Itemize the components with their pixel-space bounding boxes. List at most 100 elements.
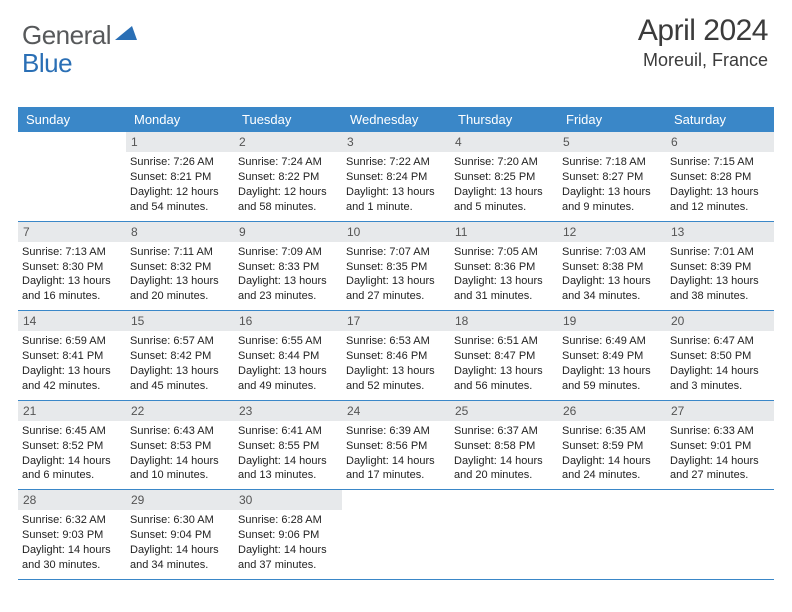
day-number: 7 [18, 222, 126, 242]
sunset-text: Sunset: 9:06 PM [238, 528, 338, 543]
day-number: 13 [666, 222, 774, 242]
sunset-text: Sunset: 8:33 PM [238, 260, 338, 275]
daylight-text: Daylight: 13 hours and 59 minutes. [562, 364, 662, 394]
sunrise-text: Sunrise: 6:43 AM [130, 424, 230, 439]
daylight-text: Daylight: 13 hours and 38 minutes. [670, 274, 770, 304]
sunset-text: Sunset: 8:28 PM [670, 170, 770, 185]
daylight-text: Daylight: 13 hours and 31 minutes. [454, 274, 554, 304]
day-cell: 19Sunrise: 6:49 AMSunset: 8:49 PMDayligh… [558, 311, 666, 400]
sunset-text: Sunset: 8:38 PM [562, 260, 662, 275]
sunrise-text: Sunrise: 7:26 AM [130, 155, 230, 170]
day-number: 5 [558, 132, 666, 152]
day-cell: 12Sunrise: 7:03 AMSunset: 8:38 PMDayligh… [558, 222, 666, 311]
sunrise-text: Sunrise: 7:15 AM [670, 155, 770, 170]
weekday-header: Sunday [18, 107, 126, 132]
sunset-text: Sunset: 8:30 PM [22, 260, 122, 275]
day-cell-empty [558, 490, 666, 579]
daylight-text: Daylight: 12 hours and 58 minutes. [238, 185, 338, 215]
week-row: 28Sunrise: 6:32 AMSunset: 9:03 PMDayligh… [18, 490, 774, 580]
daylight-text: Daylight: 14 hours and 27 minutes. [670, 454, 770, 484]
sunset-text: Sunset: 9:04 PM [130, 528, 230, 543]
sunrise-text: Sunrise: 6:55 AM [238, 334, 338, 349]
sunset-text: Sunset: 8:39 PM [670, 260, 770, 275]
sunrise-text: Sunrise: 6:51 AM [454, 334, 554, 349]
week-row: 21Sunrise: 6:45 AMSunset: 8:52 PMDayligh… [18, 401, 774, 491]
sunset-text: Sunset: 8:50 PM [670, 349, 770, 364]
daylight-text: Daylight: 13 hours and 52 minutes. [346, 364, 446, 394]
day-number: 24 [342, 401, 450, 421]
sunrise-text: Sunrise: 7:03 AM [562, 245, 662, 260]
day-number: 18 [450, 311, 558, 331]
sunrise-text: Sunrise: 6:35 AM [562, 424, 662, 439]
sunrise-text: Sunrise: 6:39 AM [346, 424, 446, 439]
weekday-header: Wednesday [342, 107, 450, 132]
sunset-text: Sunset: 8:59 PM [562, 439, 662, 454]
day-cell: 5Sunrise: 7:18 AMSunset: 8:27 PMDaylight… [558, 132, 666, 221]
day-cell: 21Sunrise: 6:45 AMSunset: 8:52 PMDayligh… [18, 401, 126, 490]
sunset-text: Sunset: 8:24 PM [346, 170, 446, 185]
sunset-text: Sunset: 8:58 PM [454, 439, 554, 454]
day-cell: 24Sunrise: 6:39 AMSunset: 8:56 PMDayligh… [342, 401, 450, 490]
daylight-text: Daylight: 13 hours and 27 minutes. [346, 274, 446, 304]
day-number: 6 [666, 132, 774, 152]
sunset-text: Sunset: 8:49 PM [562, 349, 662, 364]
day-number: 16 [234, 311, 342, 331]
page-title: April 2024 [638, 14, 768, 48]
sunset-text: Sunset: 8:55 PM [238, 439, 338, 454]
daylight-text: Daylight: 14 hours and 20 minutes. [454, 454, 554, 484]
sunset-text: Sunset: 8:41 PM [22, 349, 122, 364]
daylight-text: Daylight: 14 hours and 17 minutes. [346, 454, 446, 484]
page: General April 2024 Moreuil, France Blue … [0, 0, 792, 612]
sunset-text: Sunset: 9:03 PM [22, 528, 122, 543]
day-cell-empty [450, 490, 558, 579]
day-cell: 27Sunrise: 6:33 AMSunset: 9:01 PMDayligh… [666, 401, 774, 490]
day-cell: 14Sunrise: 6:59 AMSunset: 8:41 PMDayligh… [18, 311, 126, 400]
daylight-text: Daylight: 13 hours and 56 minutes. [454, 364, 554, 394]
day-number: 27 [666, 401, 774, 421]
day-cell: 16Sunrise: 6:55 AMSunset: 8:44 PMDayligh… [234, 311, 342, 400]
day-number: 9 [234, 222, 342, 242]
daylight-text: Daylight: 14 hours and 34 minutes. [130, 543, 230, 573]
logo-triangle-icon [115, 24, 137, 45]
day-cell: 2Sunrise: 7:24 AMSunset: 8:22 PMDaylight… [234, 132, 342, 221]
day-cell: 28Sunrise: 6:32 AMSunset: 9:03 PMDayligh… [18, 490, 126, 579]
daylight-text: Daylight: 13 hours and 34 minutes. [562, 274, 662, 304]
sunrise-text: Sunrise: 6:41 AM [238, 424, 338, 439]
day-number: 17 [342, 311, 450, 331]
day-cell: 4Sunrise: 7:20 AMSunset: 8:25 PMDaylight… [450, 132, 558, 221]
sunrise-text: Sunrise: 6:53 AM [346, 334, 446, 349]
day-cell-empty [18, 132, 126, 221]
day-number: 10 [342, 222, 450, 242]
weekday-header: Tuesday [234, 107, 342, 132]
daylight-text: Daylight: 14 hours and 24 minutes. [562, 454, 662, 484]
daylight-text: Daylight: 13 hours and 23 minutes. [238, 274, 338, 304]
daylight-text: Daylight: 13 hours and 20 minutes. [130, 274, 230, 304]
day-number: 25 [450, 401, 558, 421]
logo-text-gray: General [22, 20, 111, 51]
day-cell: 1Sunrise: 7:26 AMSunset: 8:21 PMDaylight… [126, 132, 234, 221]
week-row: 14Sunrise: 6:59 AMSunset: 8:41 PMDayligh… [18, 311, 774, 401]
sunrise-text: Sunrise: 7:20 AM [454, 155, 554, 170]
daylight-text: Daylight: 13 hours and 12 minutes. [670, 185, 770, 215]
day-number: 15 [126, 311, 234, 331]
day-cell: 22Sunrise: 6:43 AMSunset: 8:53 PMDayligh… [126, 401, 234, 490]
day-number: 3 [342, 132, 450, 152]
sunrise-text: Sunrise: 7:13 AM [22, 245, 122, 260]
daylight-text: Daylight: 13 hours and 5 minutes. [454, 185, 554, 215]
sunrise-text: Sunrise: 6:57 AM [130, 334, 230, 349]
sunset-text: Sunset: 8:42 PM [130, 349, 230, 364]
sunrise-text: Sunrise: 6:47 AM [670, 334, 770, 349]
sunrise-text: Sunrise: 7:07 AM [346, 245, 446, 260]
daylight-text: Daylight: 14 hours and 10 minutes. [130, 454, 230, 484]
header: General April 2024 Moreuil, France [18, 14, 774, 71]
weekday-header: Monday [126, 107, 234, 132]
daylight-text: Daylight: 13 hours and 1 minute. [346, 185, 446, 215]
day-number: 8 [126, 222, 234, 242]
weekday-header: Friday [558, 107, 666, 132]
day-cell-empty [342, 490, 450, 579]
day-number: 2 [234, 132, 342, 152]
sunrise-text: Sunrise: 6:30 AM [130, 513, 230, 528]
day-cell: 20Sunrise: 6:47 AMSunset: 8:50 PMDayligh… [666, 311, 774, 400]
day-cell: 18Sunrise: 6:51 AMSunset: 8:47 PMDayligh… [450, 311, 558, 400]
day-cell: 11Sunrise: 7:05 AMSunset: 8:36 PMDayligh… [450, 222, 558, 311]
